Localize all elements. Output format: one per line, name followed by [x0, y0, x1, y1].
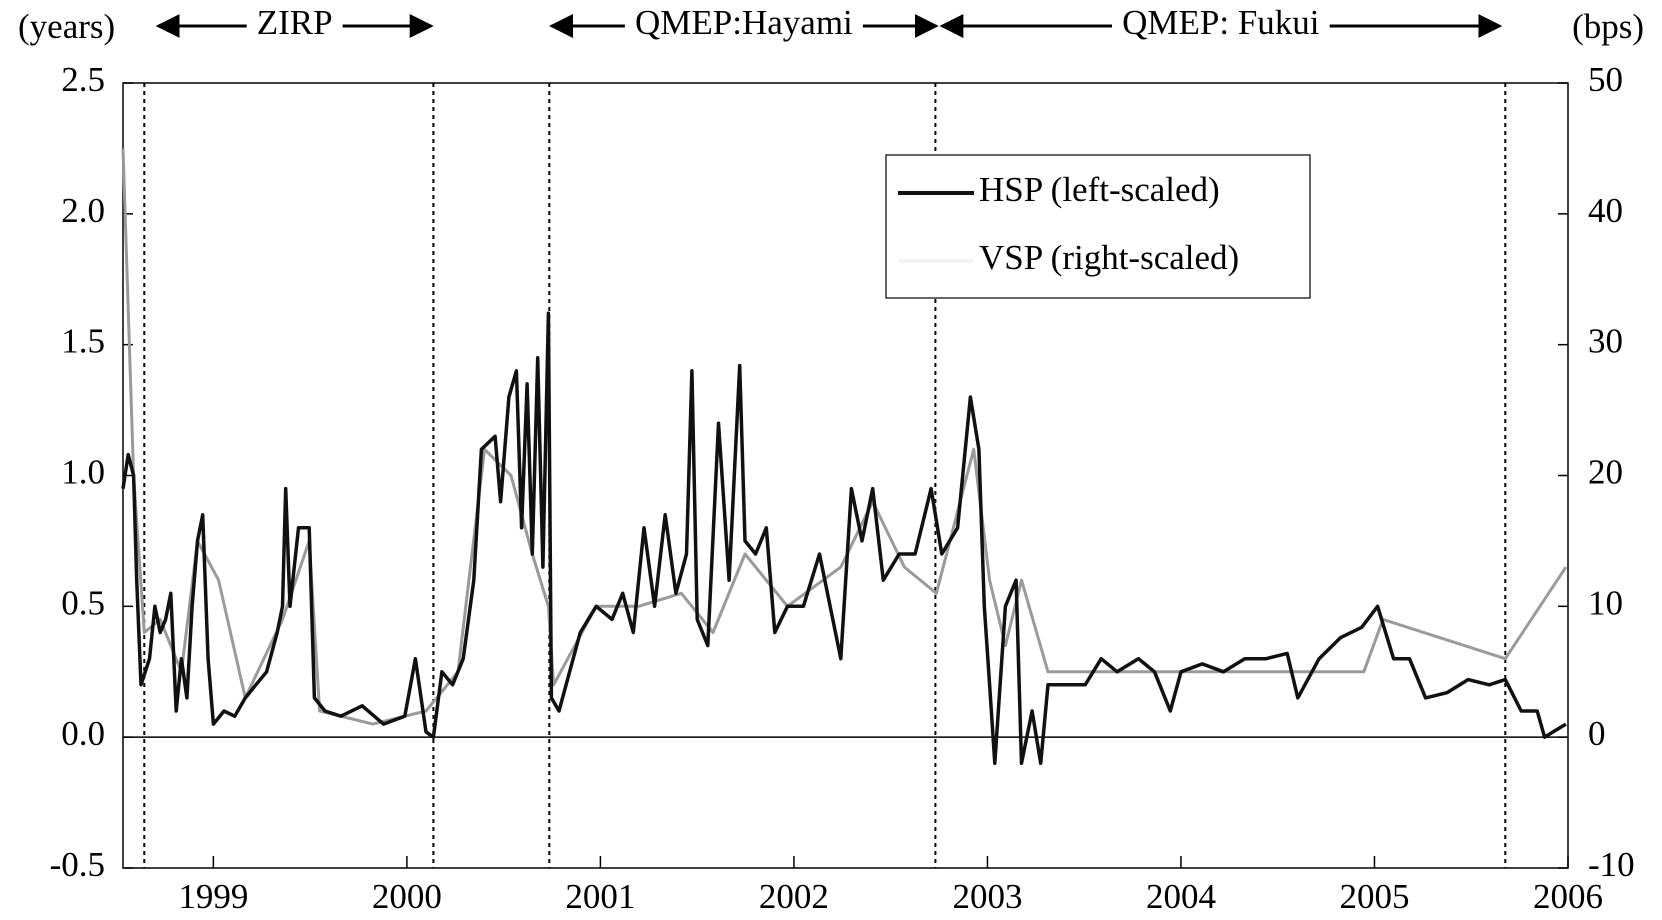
plot-frame: [122, 82, 1569, 869]
x-tick-label: 2001: [565, 877, 635, 916]
x-tick-label: 2003: [952, 877, 1022, 916]
x-tick-label: 2006: [1533, 877, 1603, 916]
y-tick-label: 2.0: [61, 191, 105, 230]
x-tick-label: 2004: [1146, 877, 1216, 916]
y-tick-label: 1.5: [61, 322, 105, 361]
y-tick-label: 1.0: [61, 453, 105, 492]
y-axis-label: (years): [18, 7, 115, 46]
y2-tick-label: 0: [1588, 714, 1606, 753]
x-tick-label: 2002: [759, 877, 829, 916]
y2-tick-label: 40: [1588, 191, 1623, 230]
x-tick-label: 1999: [178, 877, 248, 916]
series-line: [121, 148, 1568, 726]
y2-tick-label: 10: [1588, 583, 1623, 622]
annotation: ZIRP: [257, 3, 333, 42]
legend-box: [885, 154, 1311, 299]
y2-tick-label: 20: [1588, 453, 1623, 492]
legend-label: HSP (left-scaled): [979, 170, 1220, 209]
x-tick-label: 2000: [372, 877, 442, 916]
annotation: QMEP:Hayami: [635, 3, 853, 42]
annotation: QMEP: Fukui: [1122, 3, 1320, 42]
y-tick-label: 2.5: [61, 60, 105, 99]
series-line: [121, 311, 1567, 766]
y-tick-label: 0.0: [61, 714, 105, 753]
y2-tick-label: 30: [1588, 322, 1623, 361]
y-tick-label: 0.5: [61, 583, 105, 622]
y-tick-label: -0.5: [50, 845, 105, 884]
y2-axis-label: (bps): [1572, 7, 1644, 46]
y2-tick-label: 50: [1588, 60, 1623, 99]
legend-label: VSP (right-scaled): [979, 238, 1239, 277]
x-tick-label: 2005: [1339, 877, 1409, 916]
y2-tick-label: -10: [1588, 845, 1635, 884]
